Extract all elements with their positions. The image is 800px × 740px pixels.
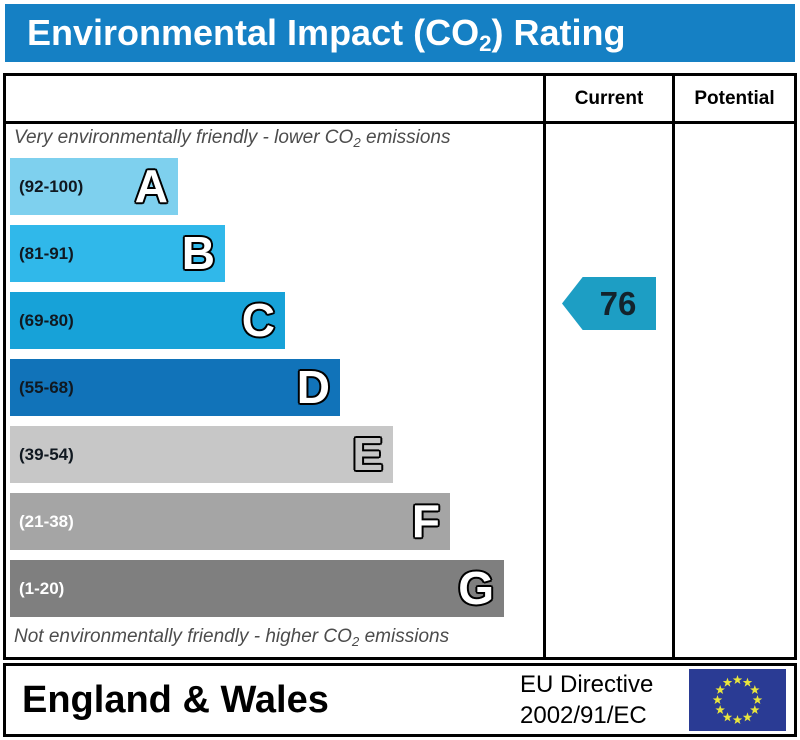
bottom-note-text-end: emissions bbox=[359, 626, 450, 647]
band-f-letter: F bbox=[411, 495, 440, 547]
bottom-note: Not environmentally friendly - higher CO… bbox=[14, 626, 449, 649]
band-c-bar: (69-80) C bbox=[10, 292, 285, 349]
band-b-bar: (81-91) B bbox=[10, 225, 225, 282]
rating-table: Current Potential Very environmentally f… bbox=[3, 73, 797, 660]
eu-directive-line1: EU Directive bbox=[520, 671, 654, 698]
region-label: England & Wales bbox=[22, 679, 329, 721]
potential-column-header: Potential bbox=[694, 88, 775, 109]
eu-directive-line2: 2002/91/EC bbox=[520, 702, 647, 729]
current-rating-value: 76 bbox=[599, 284, 637, 322]
band-g-bar: (1-20) G bbox=[10, 560, 504, 617]
current-column-divider bbox=[543, 76, 546, 657]
band-f-bar: (21-38) F bbox=[10, 493, 450, 550]
eu-flag-stars bbox=[712, 675, 763, 725]
band-b-range: (81-91) bbox=[19, 243, 74, 263]
band-e-bar: (39-54) E bbox=[10, 426, 393, 483]
current-column-header: Current bbox=[574, 88, 644, 109]
band-d-range: (55-68) bbox=[19, 377, 74, 397]
chart-title-subscript: 2 bbox=[479, 31, 492, 57]
band-c-range: (69-80) bbox=[19, 310, 74, 330]
band-g-range: (1-20) bbox=[19, 578, 65, 598]
bottom-note-subscript: 2 bbox=[351, 633, 360, 649]
chart-title-bar: Environmental Impact (CO2) Rating bbox=[5, 4, 795, 62]
top-note-text-end: emissions bbox=[360, 127, 451, 148]
band-c-letter: C bbox=[241, 294, 275, 346]
band-f-range: (21-38) bbox=[19, 511, 74, 531]
band-g-letter: G bbox=[458, 562, 494, 614]
current-rating-arrow: 76 bbox=[562, 277, 656, 330]
rating-bars: (92-100) A (81-91) B (69-80) C (55-68) D… bbox=[10, 158, 504, 617]
band-a-letter: A bbox=[134, 160, 168, 212]
chart-title-text: Environmental Impact (CO bbox=[27, 12, 480, 53]
chart-title-text-end: ) Rating bbox=[491, 12, 626, 53]
top-note-subscript: 2 bbox=[353, 134, 361, 150]
top-note-text: Very environmentally friendly - lower CO bbox=[14, 127, 354, 148]
bottom-note-text: Not environmentally friendly - higher CO bbox=[14, 626, 352, 647]
footer-bar: England & Wales EU Directive 2002/91/EC bbox=[3, 663, 797, 737]
band-d-letter: D bbox=[296, 361, 330, 413]
eu-flag-icon bbox=[689, 669, 786, 731]
eu-directive-label: EU Directive 2002/91/EC bbox=[520, 669, 653, 731]
band-e-range: (39-54) bbox=[19, 444, 74, 464]
band-a-bar: (92-100) A bbox=[10, 158, 178, 215]
top-note: Very environmentally friendly - lower CO… bbox=[14, 127, 450, 150]
header-underline bbox=[6, 121, 794, 124]
potential-column-divider bbox=[672, 76, 675, 657]
band-e-letter: E bbox=[352, 428, 383, 480]
band-d-bar: (55-68) D bbox=[10, 359, 340, 416]
band-a-range: (92-100) bbox=[19, 176, 84, 196]
band-b-letter: B bbox=[181, 227, 215, 279]
